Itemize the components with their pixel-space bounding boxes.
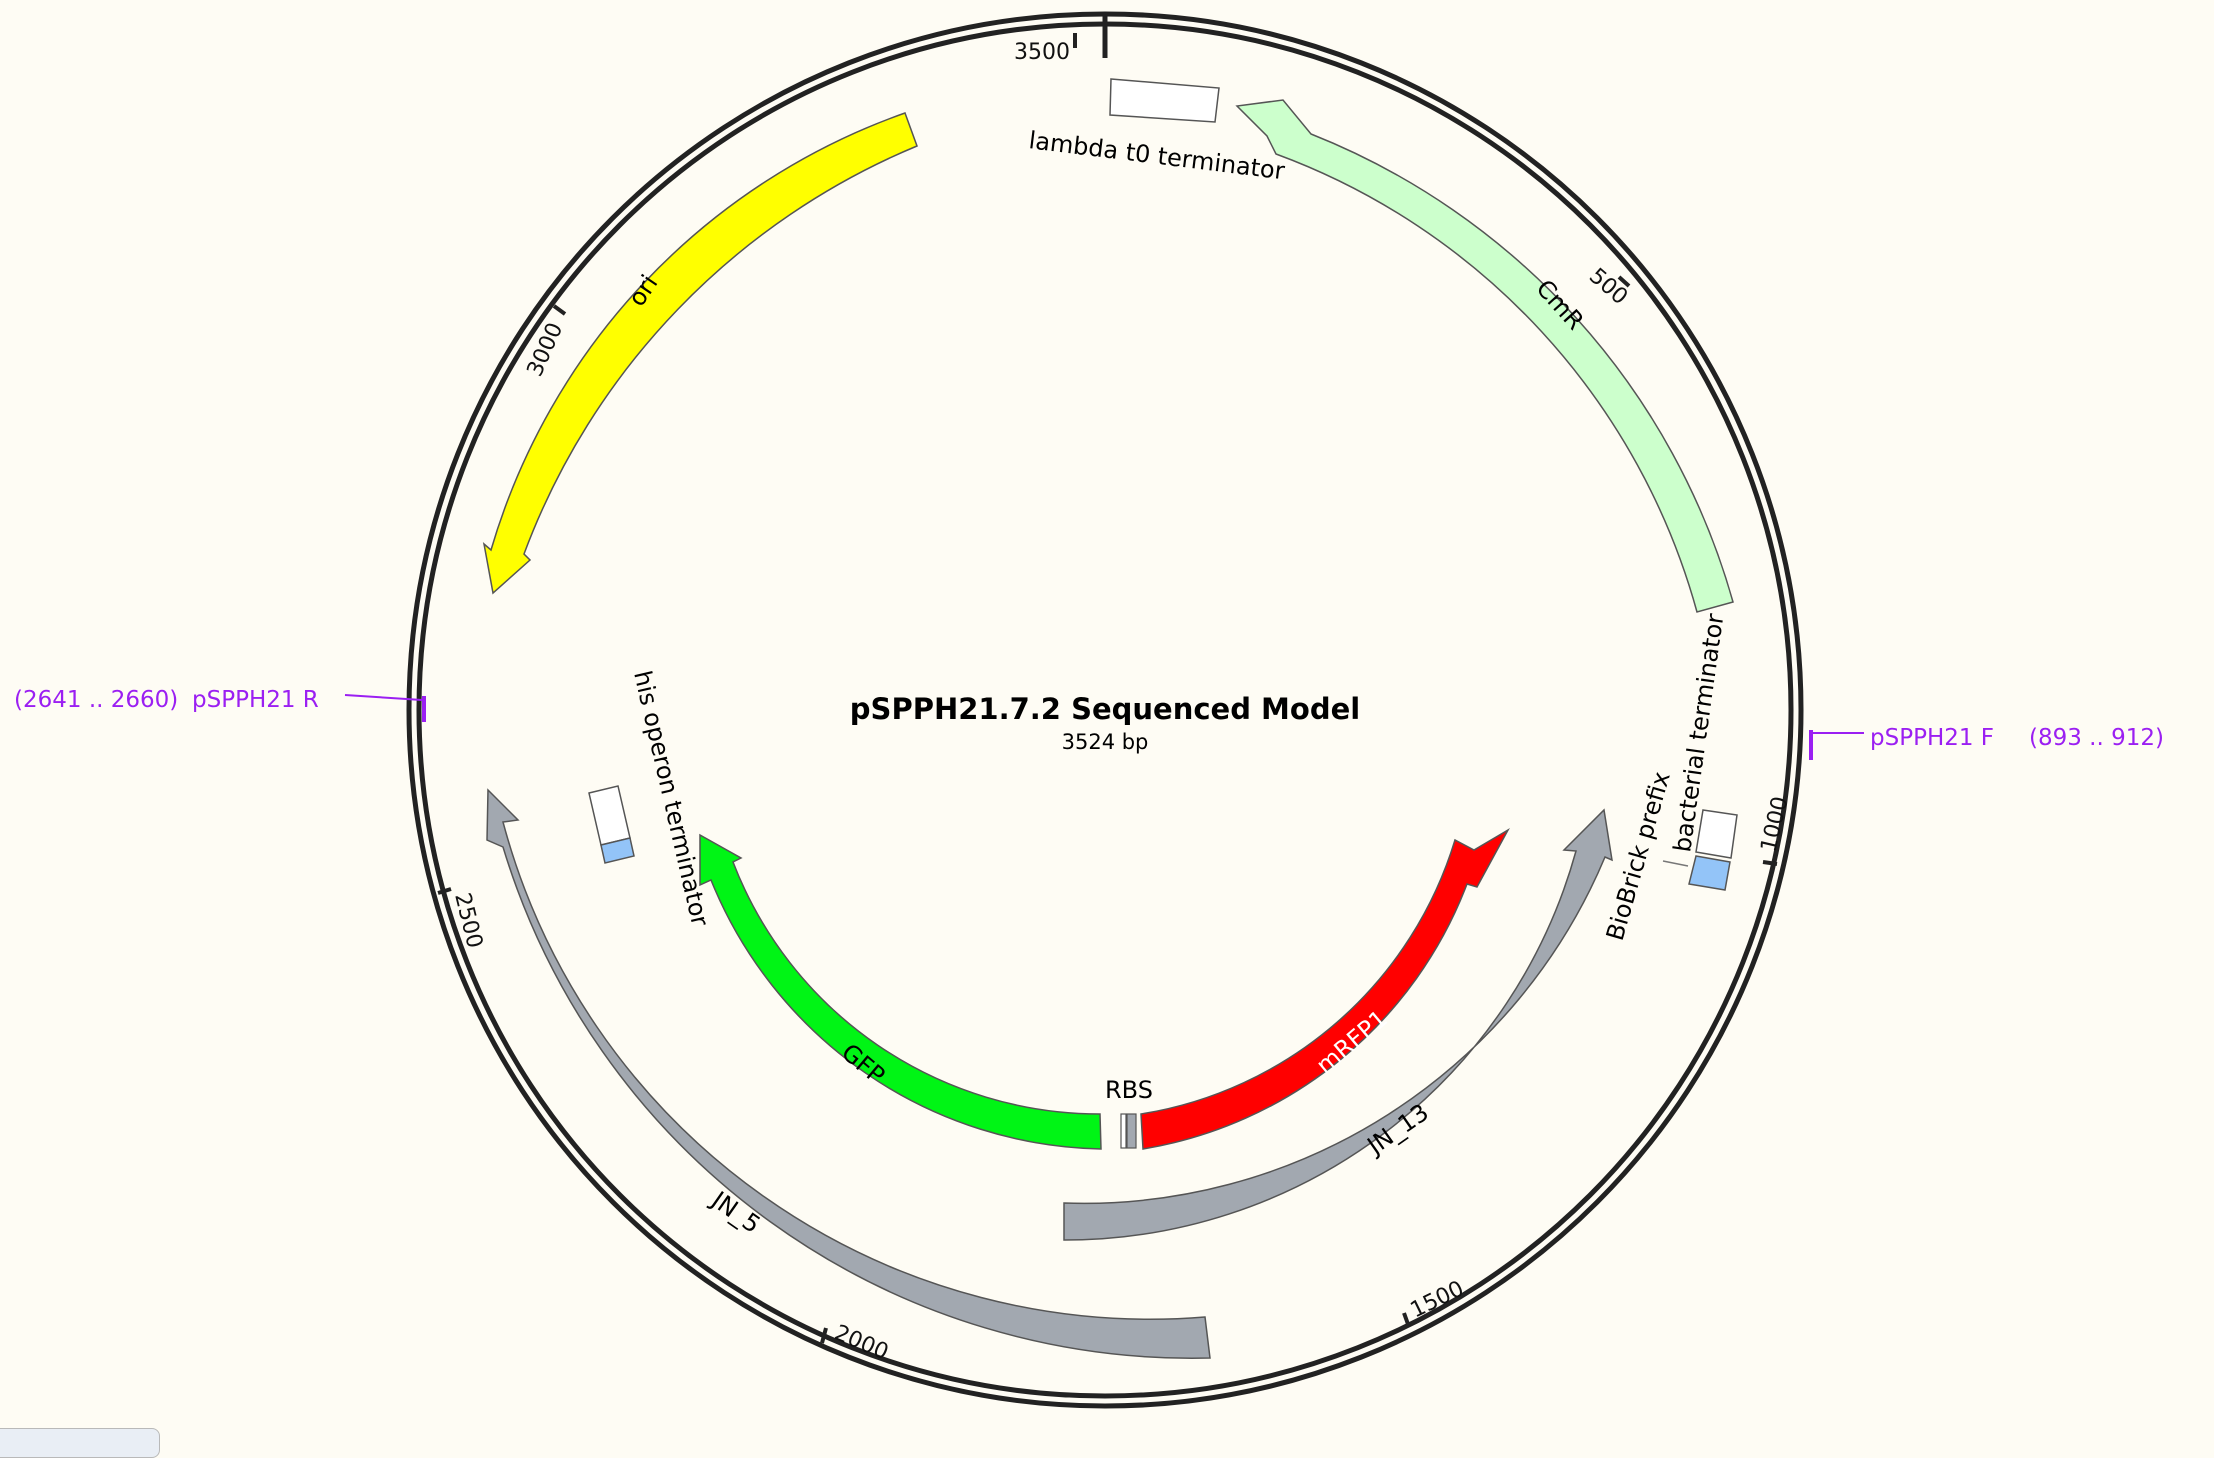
lambda-t0-terminator-label: lambda t0 terminator [1027,126,1286,185]
primer-pspph21-r[interactable]: (2641 .. 2660) pSPPH21 R [14,687,426,722]
tick-500 [1617,275,1631,288]
primer-r-leader [344,694,423,701]
bottom-left-tab[interactable] [0,1428,160,1458]
rbs-label: RBS [1105,1076,1153,1104]
tick-label-3500: 3500 [1014,40,1070,65]
tick-3000 [552,304,567,316]
rbs-feature[interactable] [1120,1113,1137,1149]
mrfp1-arrow[interactable] [1140,827,1510,1150]
primer-r-name: pSPPH21 R [192,687,319,713]
map-length: 3524 bp [1062,730,1149,754]
tick-label-2500: 2500 [449,890,487,950]
tick-label-500: 500 [1584,264,1632,310]
jn13-label: JN_13 [1361,1098,1434,1161]
primer-f-name: pSPPH21 F [1870,725,1994,751]
his-operon-terminator-label: his operon terminator [628,668,714,929]
tick-label-1500: 1500 [1407,1276,1468,1323]
tick-label-3000: 3000 [523,319,569,380]
gfp-arrow[interactable] [699,833,1102,1150]
rbs-box-right [1126,1113,1137,1149]
his-operon-terminator-blue [600,837,635,864]
his-operon-terminator-box[interactable] [588,785,631,846]
tick-2000 [820,1327,828,1344]
primer-f-range: (893 .. 912) [2029,725,2164,751]
cmr-arrow[interactable] [1235,99,1734,613]
biobrick-prefix-leader [1662,860,1689,867]
tick-2500 [437,887,452,895]
primer-r-range: (2641 .. 2660) [14,687,178,713]
tick-label-2000: 2000 [831,1321,892,1366]
tick-1000 [1762,860,1778,866]
lambda-t0-terminator-box[interactable] [1109,78,1220,123]
ori-arrow[interactable] [482,112,918,595]
bacterial-terminator-box[interactable] [1695,809,1738,859]
tick-1500 [1402,1312,1411,1328]
jn13-arrow[interactable] [1063,808,1613,1241]
primer-pspph21-f[interactable]: pSPPH21 F (893 .. 912) [1809,725,2164,760]
rbs-box-left [1120,1113,1127,1149]
biobrick-prefix-box[interactable] [1688,855,1731,891]
jn5-arrow[interactable] [486,788,1211,1359]
map-title: pSPPH21.7.2 Sequenced Model [850,692,1360,726]
